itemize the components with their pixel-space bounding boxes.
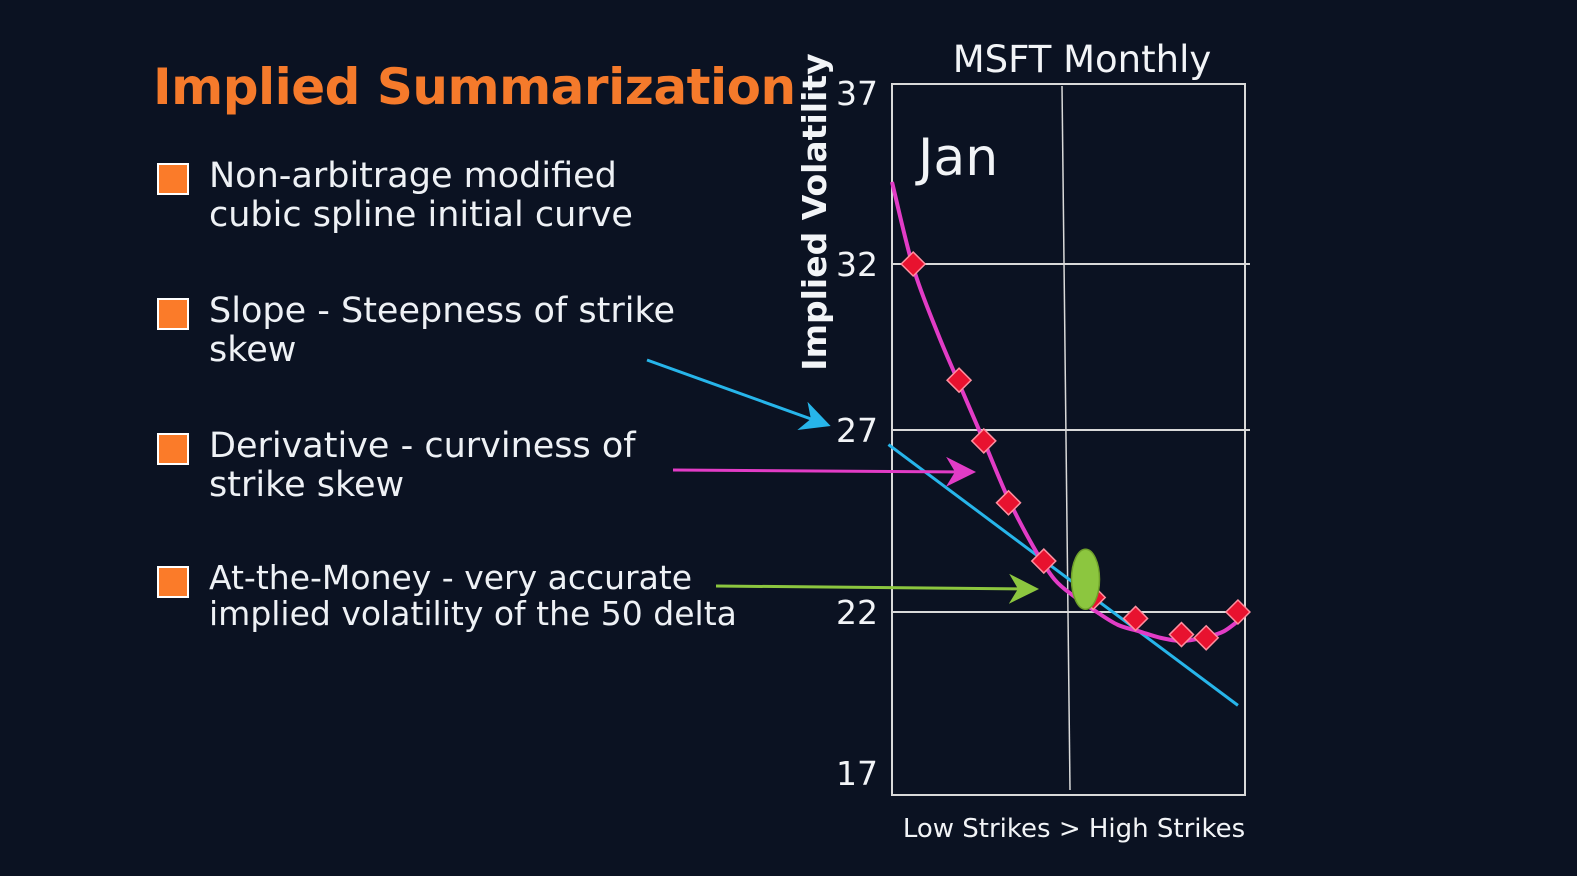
bullet-square-icon — [157, 433, 189, 465]
bullet-line: skew — [209, 330, 297, 370]
bullet-line: Slope - Steepness of strike — [209, 291, 676, 331]
data-point-diamond — [1168, 621, 1195, 648]
y-tick-label: 17 — [836, 754, 878, 793]
data-point-diamond — [946, 367, 973, 394]
y-axis-label: Implied Volatility — [795, 53, 834, 370]
y-tick-label: 32 — [836, 245, 878, 284]
bullet-text: Derivative - curviness of strike skew — [209, 427, 636, 505]
bullet-text: Non-arbitrage modified cubic spline init… — [209, 157, 633, 235]
bullet-text: At-the-Money - very accurate implied vol… — [209, 560, 737, 632]
bullet-at-the-money: At-the-Money - very accurate implied vol… — [157, 560, 737, 632]
bullet-square-icon — [157, 163, 189, 195]
atm-marker — [1070, 548, 1101, 610]
series — [887, 181, 1252, 707]
bullet-line: implied volatility of the 50 delta — [209, 594, 737, 633]
grid-line-vertical — [1061, 85, 1071, 791]
y-tick-label: 27 — [836, 411, 878, 450]
derivative-arrow — [672, 456, 976, 487]
y-tick-label: 22 — [836, 593, 878, 632]
data-point-diamond — [900, 250, 927, 278]
chart-title: MSFT Monthly — [953, 38, 1212, 81]
y-axis-ticks: 37 32 27 22 17 — [836, 74, 878, 793]
bullet-derivative: Derivative - curviness of strike skew — [157, 427, 636, 505]
month-annotation: Jan — [915, 128, 998, 188]
plot-frame — [891, 83, 1246, 796]
grid — [892, 85, 1250, 791]
bullet-spline: Non-arbitrage modified cubic spline init… — [157, 157, 633, 235]
slope-arrow — [646, 358, 831, 430]
bullet-line: Derivative - curviness of — [209, 426, 636, 466]
data-point-diamond — [995, 489, 1022, 516]
bullet-line: cubic spline initial curve — [209, 195, 633, 235]
bullet-line: Non-arbitrage modified — [209, 156, 617, 196]
data-point-diamond — [970, 427, 997, 454]
slope-tangent-line — [887, 443, 1239, 707]
data-point-diamond — [1224, 598, 1252, 626]
data-point-diamond — [1122, 605, 1149, 632]
bullet-square-icon — [157, 566, 189, 598]
slide-title: Implied Summarization — [153, 58, 796, 116]
bullet-square-icon — [157, 298, 189, 330]
bullet-line: At-the-Money - very accurate — [209, 558, 693, 597]
y-tick-label: 37 — [836, 74, 878, 113]
x-axis-label: Low Strikes > High Strikes — [903, 814, 1245, 844]
data-point-diamond — [1193, 624, 1220, 651]
bullet-line: strike skew — [209, 465, 405, 505]
bullet-slope: Slope - Steepness of strike skew — [157, 292, 675, 370]
data-point-diamond — [1030, 547, 1057, 575]
bullet-text: Slope - Steepness of strike skew — [209, 292, 675, 370]
atm-arrow — [715, 573, 1039, 604]
spline-curve — [890, 181, 1247, 643]
